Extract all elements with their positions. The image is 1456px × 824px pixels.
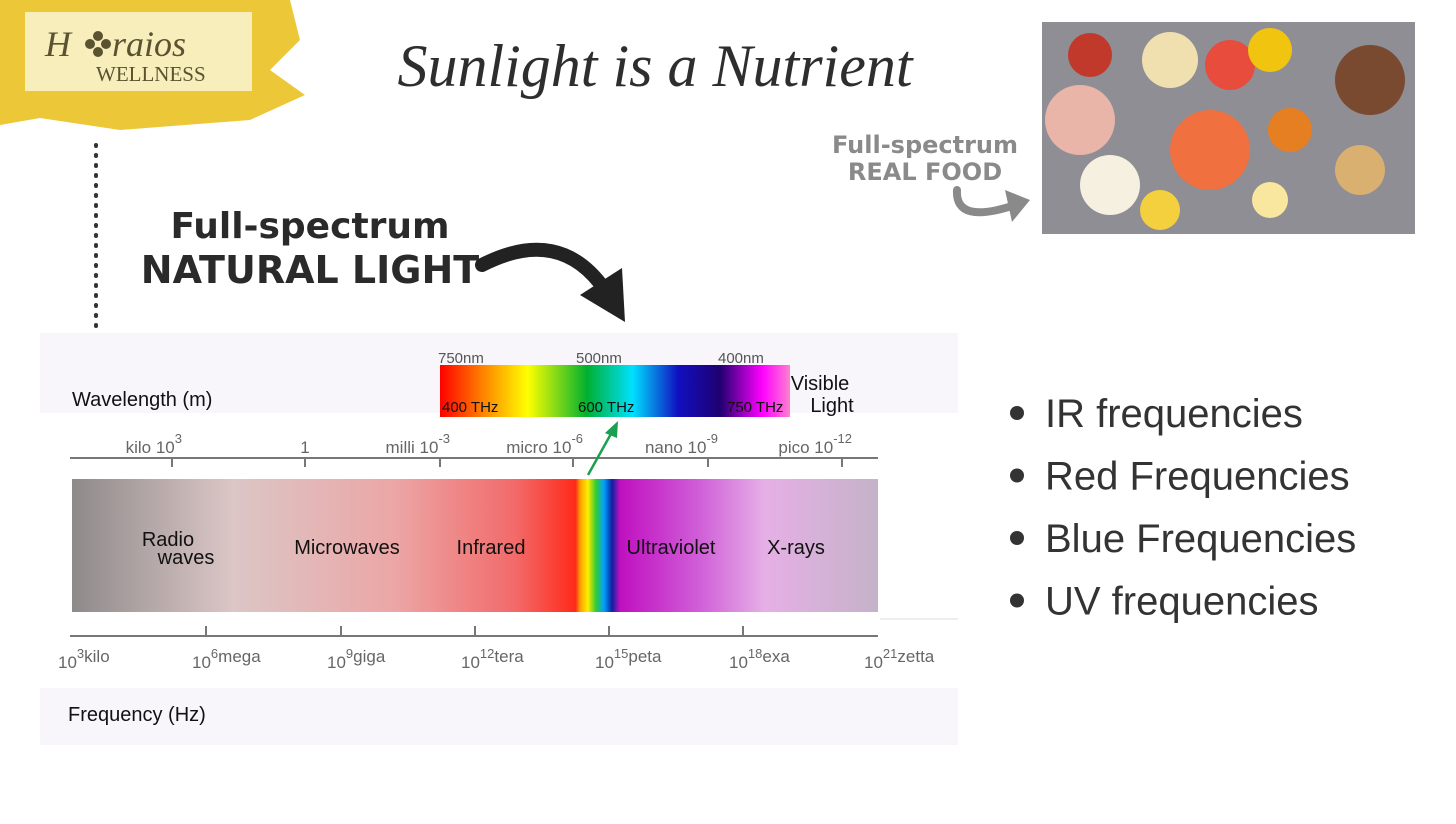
nm-label: 500nm	[576, 350, 622, 367]
light-arrow	[475, 242, 612, 297]
diagram-bottom-band	[40, 688, 958, 745]
wavelength-tick-label: pico 10-12	[778, 431, 852, 457]
frequency-tick-label: 1021zetta	[864, 646, 935, 672]
bullet-text: UV frequencies	[1045, 580, 1318, 624]
band-label: X-rays	[767, 537, 825, 559]
logo-first: H	[44, 24, 73, 64]
tick-base: 10	[420, 438, 439, 457]
frequency-tick-label: 106mega	[192, 646, 261, 672]
tick-base: 10	[688, 438, 707, 457]
tick-suffix: peta	[628, 647, 662, 666]
tick-base: 10	[729, 653, 748, 672]
bullet-dot	[1010, 531, 1024, 545]
tick-exponent: 6	[211, 646, 218, 661]
wavelength-tick-label: 1	[300, 438, 309, 457]
tick-exponent: -12	[833, 431, 852, 446]
spectrum-bar	[72, 479, 878, 612]
bullet-text: Red Frequencies	[1045, 455, 1350, 499]
tick-exponent: 15	[614, 646, 628, 661]
tick-exponent: -9	[706, 431, 718, 446]
tick-suffix: kilo	[84, 647, 110, 666]
tick-base: 10	[864, 653, 883, 672]
tick-exponent: 3	[175, 431, 182, 446]
tick-prefix: nano	[645, 438, 683, 457]
tick-suffix: zetta	[897, 647, 934, 666]
tick-exponent: 9	[346, 646, 353, 661]
tick-suffix: tera	[494, 647, 524, 666]
bullet-dot	[1010, 406, 1024, 420]
band-label: waves	[157, 547, 215, 569]
frequency-tick-label: 1012tera	[461, 646, 524, 672]
logo-box	[25, 12, 252, 91]
tick-exponent: 21	[883, 646, 897, 661]
light-arrow-head	[580, 268, 625, 322]
wavelength-tick-label: milli 10-3	[386, 431, 451, 457]
tick-base: 1	[300, 438, 309, 457]
bullet-dot	[1010, 593, 1024, 608]
bullet-text: Blue Frequencies	[1045, 517, 1356, 561]
logo-rest: raios	[112, 24, 186, 64]
nm-label: 400nm	[718, 350, 764, 367]
visible-label: Light	[810, 395, 854, 417]
tick-base: 10	[461, 653, 480, 672]
band-label: Ultraviolet	[627, 537, 716, 559]
visible-pointer	[586, 431, 614, 476]
band-label: Infrared	[457, 537, 526, 559]
food-image	[1042, 22, 1415, 234]
visible-label: Visible	[791, 373, 850, 395]
tick-exponent: 12	[480, 646, 494, 661]
food-label-line: REAL FOOD	[848, 158, 1002, 186]
tick-exponent: -3	[438, 431, 450, 446]
bullet-text: IR frequencies	[1045, 392, 1303, 436]
thz-label: 600 THz	[578, 399, 634, 416]
tick-prefix: micro	[506, 438, 548, 457]
tick-exponent: -6	[571, 431, 583, 446]
wavelength-tick-label: kilo 103	[126, 431, 182, 457]
band-label: Radio	[142, 529, 194, 551]
title: Sunlight is a Nutrient	[397, 33, 913, 99]
tick-base: 10	[58, 653, 77, 672]
tick-exponent: 18	[748, 646, 762, 661]
thz-label: 750 THz	[727, 399, 783, 416]
bullet-list: IR frequencies Red Frequencies Blue Freque…	[1010, 392, 1356, 624]
logo-flower	[85, 31, 111, 57]
tick-exponent: 3	[77, 646, 84, 661]
tick-base: 10	[814, 438, 833, 457]
wavelength-label: Wavelength (m)	[72, 389, 212, 411]
frequency-tick-label: 1018exa	[729, 646, 790, 672]
frequency-tick-label: 109giga	[327, 646, 386, 672]
tick-suffix: exa	[762, 647, 790, 666]
tick-suffix: mega	[218, 647, 261, 666]
thz-label: 400 THz	[442, 399, 498, 416]
tick-prefix: pico	[778, 438, 809, 457]
band-label: Microwaves	[294, 537, 400, 559]
tick-base: 10	[327, 653, 346, 672]
tick-prefix: kilo	[126, 438, 152, 457]
tick-base: 10	[553, 438, 572, 457]
tick-prefix: milli	[386, 438, 415, 457]
frequency-label: Frequency (Hz)	[68, 704, 206, 726]
food-arrow	[952, 186, 1019, 217]
tick-suffix: giga	[353, 647, 386, 666]
tick-base: 10	[156, 438, 175, 457]
wavelength-tick-label: micro 10-6	[506, 431, 583, 457]
tick-base: 10	[192, 653, 211, 672]
food-label-line: Full-spectrum	[832, 131, 1018, 159]
food-arrow-head	[1005, 190, 1030, 222]
wavelength-tick-label: nano 10-9	[645, 431, 718, 457]
tick-base: 10	[595, 653, 614, 672]
visible-bar	[440, 365, 790, 417]
light-label-line: Full-spectrum	[170, 206, 449, 247]
frequency-tick-label: 103kilo	[58, 646, 110, 672]
frequency-tick-label: 1015peta	[595, 646, 662, 672]
visible-pointer-head	[605, 421, 618, 438]
light-label-line: NATURAL LIGHT	[141, 248, 479, 292]
bullet-dot	[1010, 468, 1024, 483]
logo-sub: WELLNESS	[96, 62, 206, 86]
nm-label: 750nm	[438, 350, 484, 367]
